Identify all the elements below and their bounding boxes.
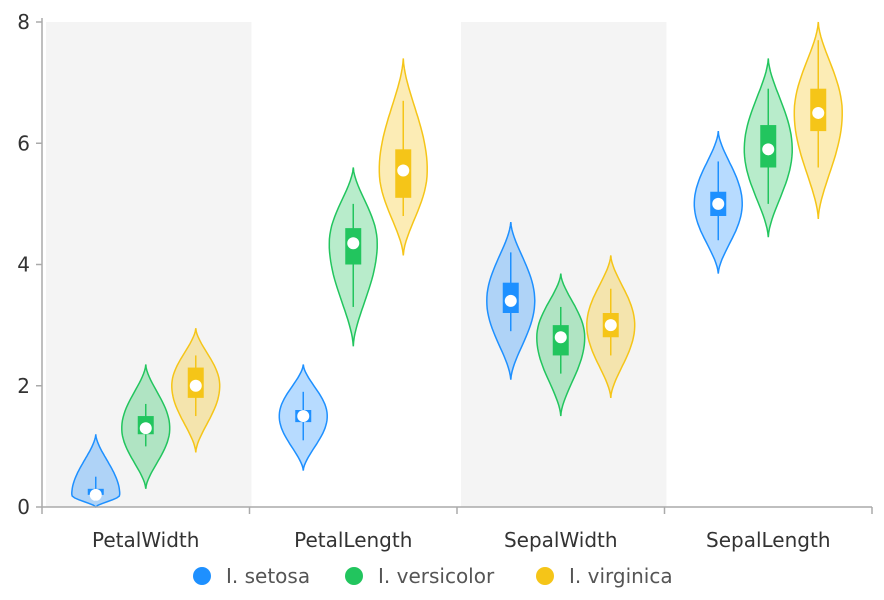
violin-iversicolor-petallength (328, 167, 378, 347)
violin-isetosa-sepalwidth (486, 222, 536, 380)
violin-median-point (189, 379, 202, 392)
violin-isetosa-petalwidth (71, 434, 121, 508)
legend-label: I. versicolor (378, 564, 495, 588)
legend-label: I. setosa (226, 564, 310, 588)
x-category-label: PetalLength (294, 528, 412, 552)
y-tick-label: 8 (17, 10, 30, 34)
violin-iversicolor-sepallength (743, 58, 793, 238)
violin-ivirginica-petalwidth (171, 328, 221, 453)
y-tick-label: 4 (17, 253, 30, 277)
y-tick-label: 0 (17, 495, 30, 519)
violin-isetosa-sepallength (693, 131, 743, 274)
violin-median-point (762, 143, 775, 156)
violin-median-point (604, 319, 617, 332)
violin-median-point (397, 164, 410, 177)
violin-shape (71, 434, 121, 508)
violin-median-point (812, 106, 825, 119)
legend: I. setosa I. versicolor I. virginica (193, 564, 673, 588)
violin-median-point (712, 197, 725, 210)
x-category-label: PetalWidth (92, 528, 199, 552)
category-bands (46, 22, 667, 507)
x-category-label: SepalWidth (504, 528, 618, 552)
violin-iversicolor-petalwidth (121, 364, 171, 489)
violin-median-point (139, 422, 152, 435)
axes-layer: 0 2 4 6 8 PetalWidth PetalLength SepalWidth Sepa… (17, 10, 873, 552)
violin-ivirginica-sepalwidth (586, 255, 636, 398)
y-tick-label: 2 (17, 374, 30, 398)
violin-ivirginica-sepallength (793, 21, 843, 220)
y-tick-label: 6 (17, 131, 30, 155)
legend-swatch (536, 567, 554, 585)
violin-median-point (347, 237, 360, 250)
legend-label: I. virginica (569, 564, 673, 588)
violin-median-point (554, 331, 567, 344)
x-category-label: SepalLength (706, 528, 831, 552)
violin-isetosa-petallength (278, 364, 328, 471)
violins-layer (71, 21, 843, 508)
legend-item-iversicolor: I. versicolor (345, 564, 495, 588)
violin-iversicolor-sepalwidth (536, 273, 586, 417)
violin-ivirginica-petallength (378, 58, 428, 256)
violin-median-point (297, 410, 310, 423)
legend-item-isetosa: I. setosa (193, 564, 310, 588)
violin-median-point (504, 294, 517, 307)
legend-swatch (345, 567, 363, 585)
legend-item-ivirginica: I. virginica (536, 564, 673, 588)
legend-swatch (193, 567, 211, 585)
category-band-sepalwidth (461, 22, 667, 507)
violin-median-point (89, 488, 102, 501)
